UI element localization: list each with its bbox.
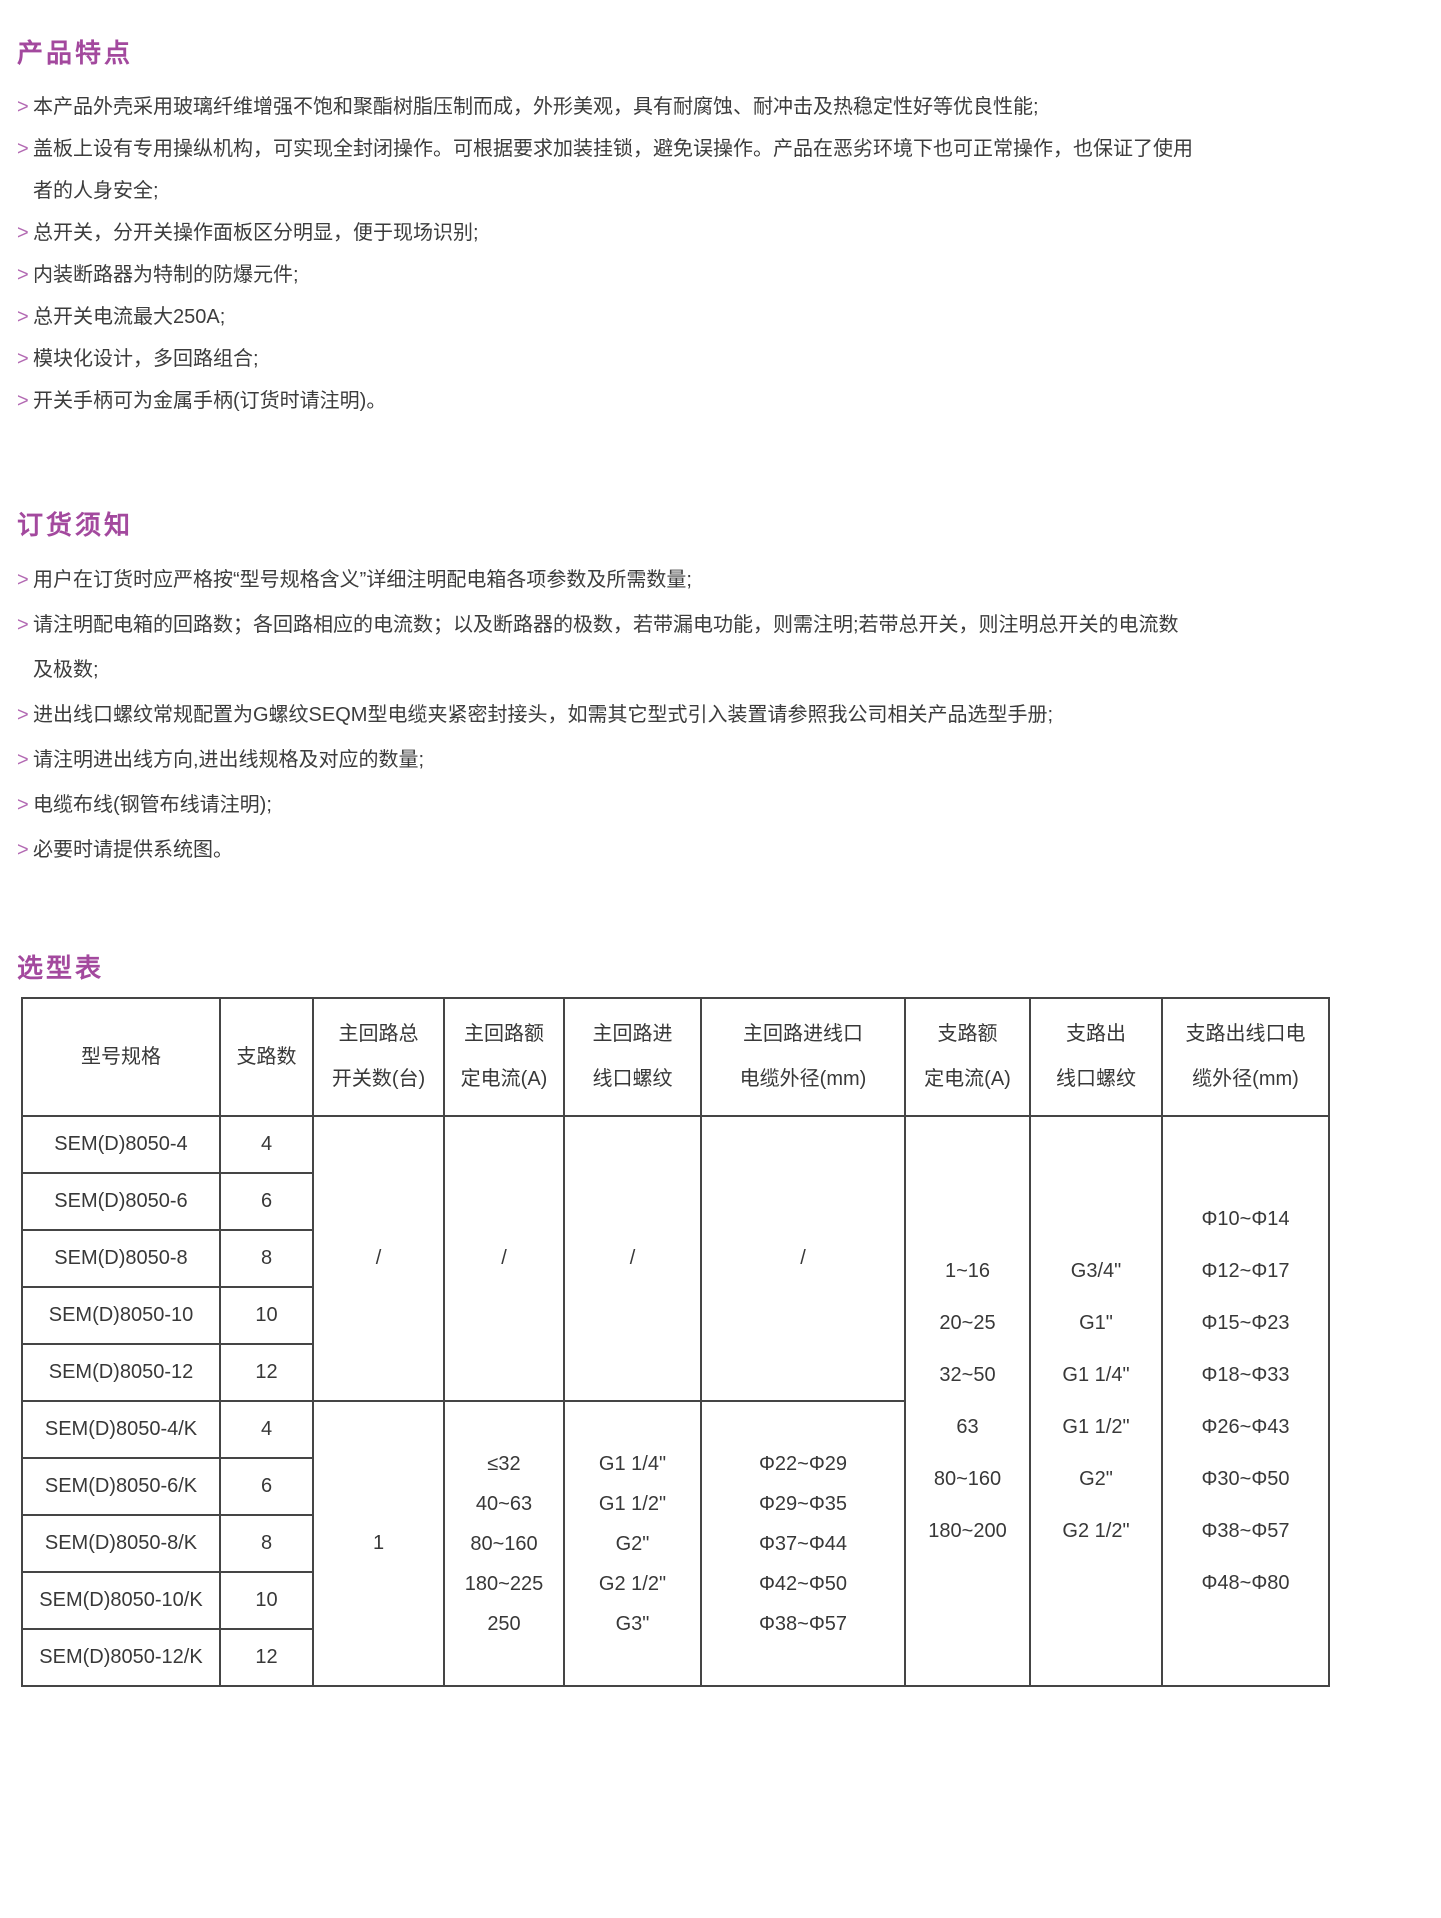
list-item: > 电缆布线(钢管布线请注明); [17,783,1401,828]
table-row: SEM(D)8050-10/K 10 [21,1571,1329,1630]
model-cell: SEM(D)8050-4 [21,1115,221,1174]
model-cell: SEM(D)8050-10 [21,1286,221,1345]
branch-outlet-thread-cell: G3/4" G1" G1 1/4" G1 1/2" G2" G2 1/2" [1029,1115,1163,1687]
selection-table: 型号规格 支路数 主回路总 开关数(台) 主回路额 定电流(A) 主回路进 线口螺纹 … [21,997,1330,1687]
ordering-text: 请注明进出线方向,进出线规格及对应的数量; [33,749,425,771]
table-row: SEM(D)8050-4/K 4 1 ≤32 40~63 80~160 180~… [21,1400,1329,1687]
list-item: > 请注明进出线方向,进出线规格及对应的数量; [17,738,1401,783]
ordering-list: > 用户在订货时应严格按“型号规格含义”详细注明配电箱各项参数及所需数量; > … [17,558,1401,873]
table-row: SEM(D)8050-6 6 [21,1172,1329,1231]
bullet-marker: > [17,306,29,328]
branch-count-cell: 8 [219,1514,314,1573]
table-row: SEM(D)8050-6/K 6 [21,1457,1329,1516]
feature-text: 开关手柄可为金属手柄(订货时请注明)。 [33,390,387,412]
bullet-marker: > [17,839,29,861]
master-switch-cell: / [312,1115,445,1402]
list-item: > 进出线口螺纹常规配置为G螺纹SEQM型电缆夹紧密封接头，如需其它型式引入装置… [17,693,1401,738]
bullet-marker: > [17,96,29,118]
list-item: > 盖板上设有专用操纵机构，可实现全封闭操作。可根据要求加装挂锁，避免误操作。产… [17,128,1401,212]
branch-count-cell: 6 [219,1172,314,1231]
main-rated-current-cell: ≤32 40~63 80~160 180~225 250 [443,1400,565,1687]
branch-count-cell: 10 [219,1571,314,1630]
datasheet-page: 产品特点 > 本产品外壳采用玻璃纤维增强不饱和聚酯树脂压制而成，外形美观，具有耐… [17,38,1401,1687]
model-cell: SEM(D)8050-12/K [21,1628,221,1687]
table-row: SEM(D)8050-8/K 8 [21,1514,1329,1573]
bullet-marker: > [17,348,29,370]
header-branch-outlet-thread: 支路出 线口螺纹 [1029,997,1163,1117]
list-item: > 本产品外壳采用玻璃纤维增强不饱和聚酯树脂压制而成，外形美观，具有耐腐蚀、耐冲… [17,86,1401,128]
bullet-marker: > [17,222,29,244]
header-main-inlet-cable-od: 主回路进线口 电缆外径(mm) [700,997,906,1117]
header-main-inlet-thread: 主回路进 线口螺纹 [563,997,702,1117]
table-row: SEM(D)8050-12 12 [21,1343,1329,1402]
header-master-switch: 主回路总 开关数(台) [312,997,445,1117]
branch-count-cell: 12 [219,1343,314,1402]
bullet-marker: > [17,264,29,286]
branch-count-cell: 10 [219,1286,314,1345]
ordering-text: 电缆布线(钢管布线请注明); [33,794,272,816]
bullet-marker: > [17,704,29,726]
feature-text: 内装断路器为特制的防爆元件; [33,264,299,286]
model-cell: SEM(D)8050-12 [21,1343,221,1402]
feature-text: 总开关，分开关操作面板区分明显，便于现场识别; [33,222,479,244]
list-item: > 必要时请提供系统图。 [17,828,1401,873]
table-row: SEM(D)8050-12/K 12 [21,1628,1329,1687]
ordering-text: 必要时请提供系统图。 [33,839,233,861]
bullet-marker: > [17,794,29,816]
header-main-rated-current: 主回路额 定电流(A) [443,997,565,1117]
model-cell: SEM(D)8050-8 [21,1229,221,1288]
ordering-text: 用户在订货时应严格按“型号规格含义”详细注明配电箱各项参数及所需数量; [33,569,692,591]
header-model: 型号规格 [21,997,221,1117]
header-branch-count: 支路数 [219,997,314,1117]
main-rated-current-cell: / [443,1115,565,1402]
feature-text: 模块化设计，多回路组合; [33,348,259,370]
branch-count-cell: 6 [219,1457,314,1516]
bullet-marker: > [17,138,29,160]
model-cell: SEM(D)8050-10/K [21,1571,221,1630]
master-switch-cell: 1 [312,1400,445,1687]
model-cell: SEM(D)8050-6/K [21,1457,221,1516]
bullet-marker: > [17,614,29,636]
features-list: > 本产品外壳采用玻璃纤维增强不饱和聚酯树脂压制而成，外形美观，具有耐腐蚀、耐冲… [17,86,1401,422]
list-item: > 总开关，分开关操作面板区分明显，便于现场识别; [17,212,1401,254]
model-cell: SEM(D)8050-4/K [21,1400,221,1459]
branch-outlet-cable-od-cell: Φ10~Φ14 Φ12~Φ17 Φ15~Φ23 Φ18~Φ33 Φ26~Φ43 … [1161,1115,1330,1687]
model-cell: SEM(D)8050-8/K [21,1514,221,1573]
feature-text: 总开关电流最大250A; [33,306,226,328]
model-cell: SEM(D)8050-6 [21,1172,221,1231]
feature-text: 盖板上设有专用操纵机构，可实现全封闭操作。可根据要求加装挂锁，避免误操作。产品在… [33,138,1193,202]
ordering-title: 订货须知 [17,510,134,540]
branch-count-cell: 12 [219,1628,314,1687]
bullet-marker: > [17,569,29,591]
ordering-text: 进出线口螺纹常规配置为G螺纹SEQM型电缆夹紧密封接头，如需其它型式引入装置请参… [33,704,1054,726]
branch-count-cell: 4 [219,1400,314,1459]
table-row: SEM(D)8050-8 8 [21,1229,1329,1288]
header-branch-outlet-cable-od: 支路出线口电 缆外径(mm) [1161,997,1330,1117]
list-item: > 用户在订货时应严格按“型号规格含义”详细注明配电箱各项参数及所需数量; [17,558,1401,603]
main-inlet-cable-od-cell: / [700,1115,906,1402]
table-row: SEM(D)8050-10 10 [21,1286,1329,1345]
bullet-marker: > [17,390,29,412]
header-branch-rated-current: 支路额 定电流(A) [904,997,1031,1117]
list-item: > 模块化设计，多回路组合; [17,338,1401,380]
bullet-marker: > [17,749,29,771]
main-inlet-thread-cell: / [563,1115,702,1402]
list-item: > 内装断路器为特制的防爆元件; [17,254,1401,296]
main-inlet-thread-cell: G1 1/4" G1 1/2" G2" G2 1/2" G3" [563,1400,702,1687]
feature-text: 本产品外壳采用玻璃纤维增强不饱和聚酯树脂压制而成，外形美观，具有耐腐蚀、耐冲击及… [33,96,1039,118]
list-item: > 请注明配电箱的回路数；各回路相应的电流数；以及断路器的极数，若带漏电功能，则… [17,603,1401,693]
features-title: 产品特点 [17,38,134,68]
branch-count-cell: 8 [219,1229,314,1288]
ordering-text: 请注明配电箱的回路数；各回路相应的电流数；以及断路器的极数，若带漏电功能，则需注… [33,614,1179,681]
main-inlet-cable-od-cell: Φ22~Φ29 Φ29~Φ35 Φ37~Φ44 Φ42~Φ50 Φ38~Φ57 [700,1400,906,1687]
table-row: SEM(D)8050-4 4 / / / / 1~16 20~25 32~50 … [21,1115,1330,1687]
table-header-row: 型号规格 支路数 主回路总 开关数(台) 主回路额 定电流(A) 主回路进 线口螺纹 … [21,997,1330,1117]
selection-title: 选型表 [17,953,105,983]
branch-count-cell: 4 [219,1115,314,1174]
branch-rated-current-cell: 1~16 20~25 32~50 63 80~160 180~200 [904,1115,1031,1687]
list-item: > 开关手柄可为金属手柄(订货时请注明)。 [17,380,1401,422]
list-item: > 总开关电流最大250A; [17,296,1401,338]
